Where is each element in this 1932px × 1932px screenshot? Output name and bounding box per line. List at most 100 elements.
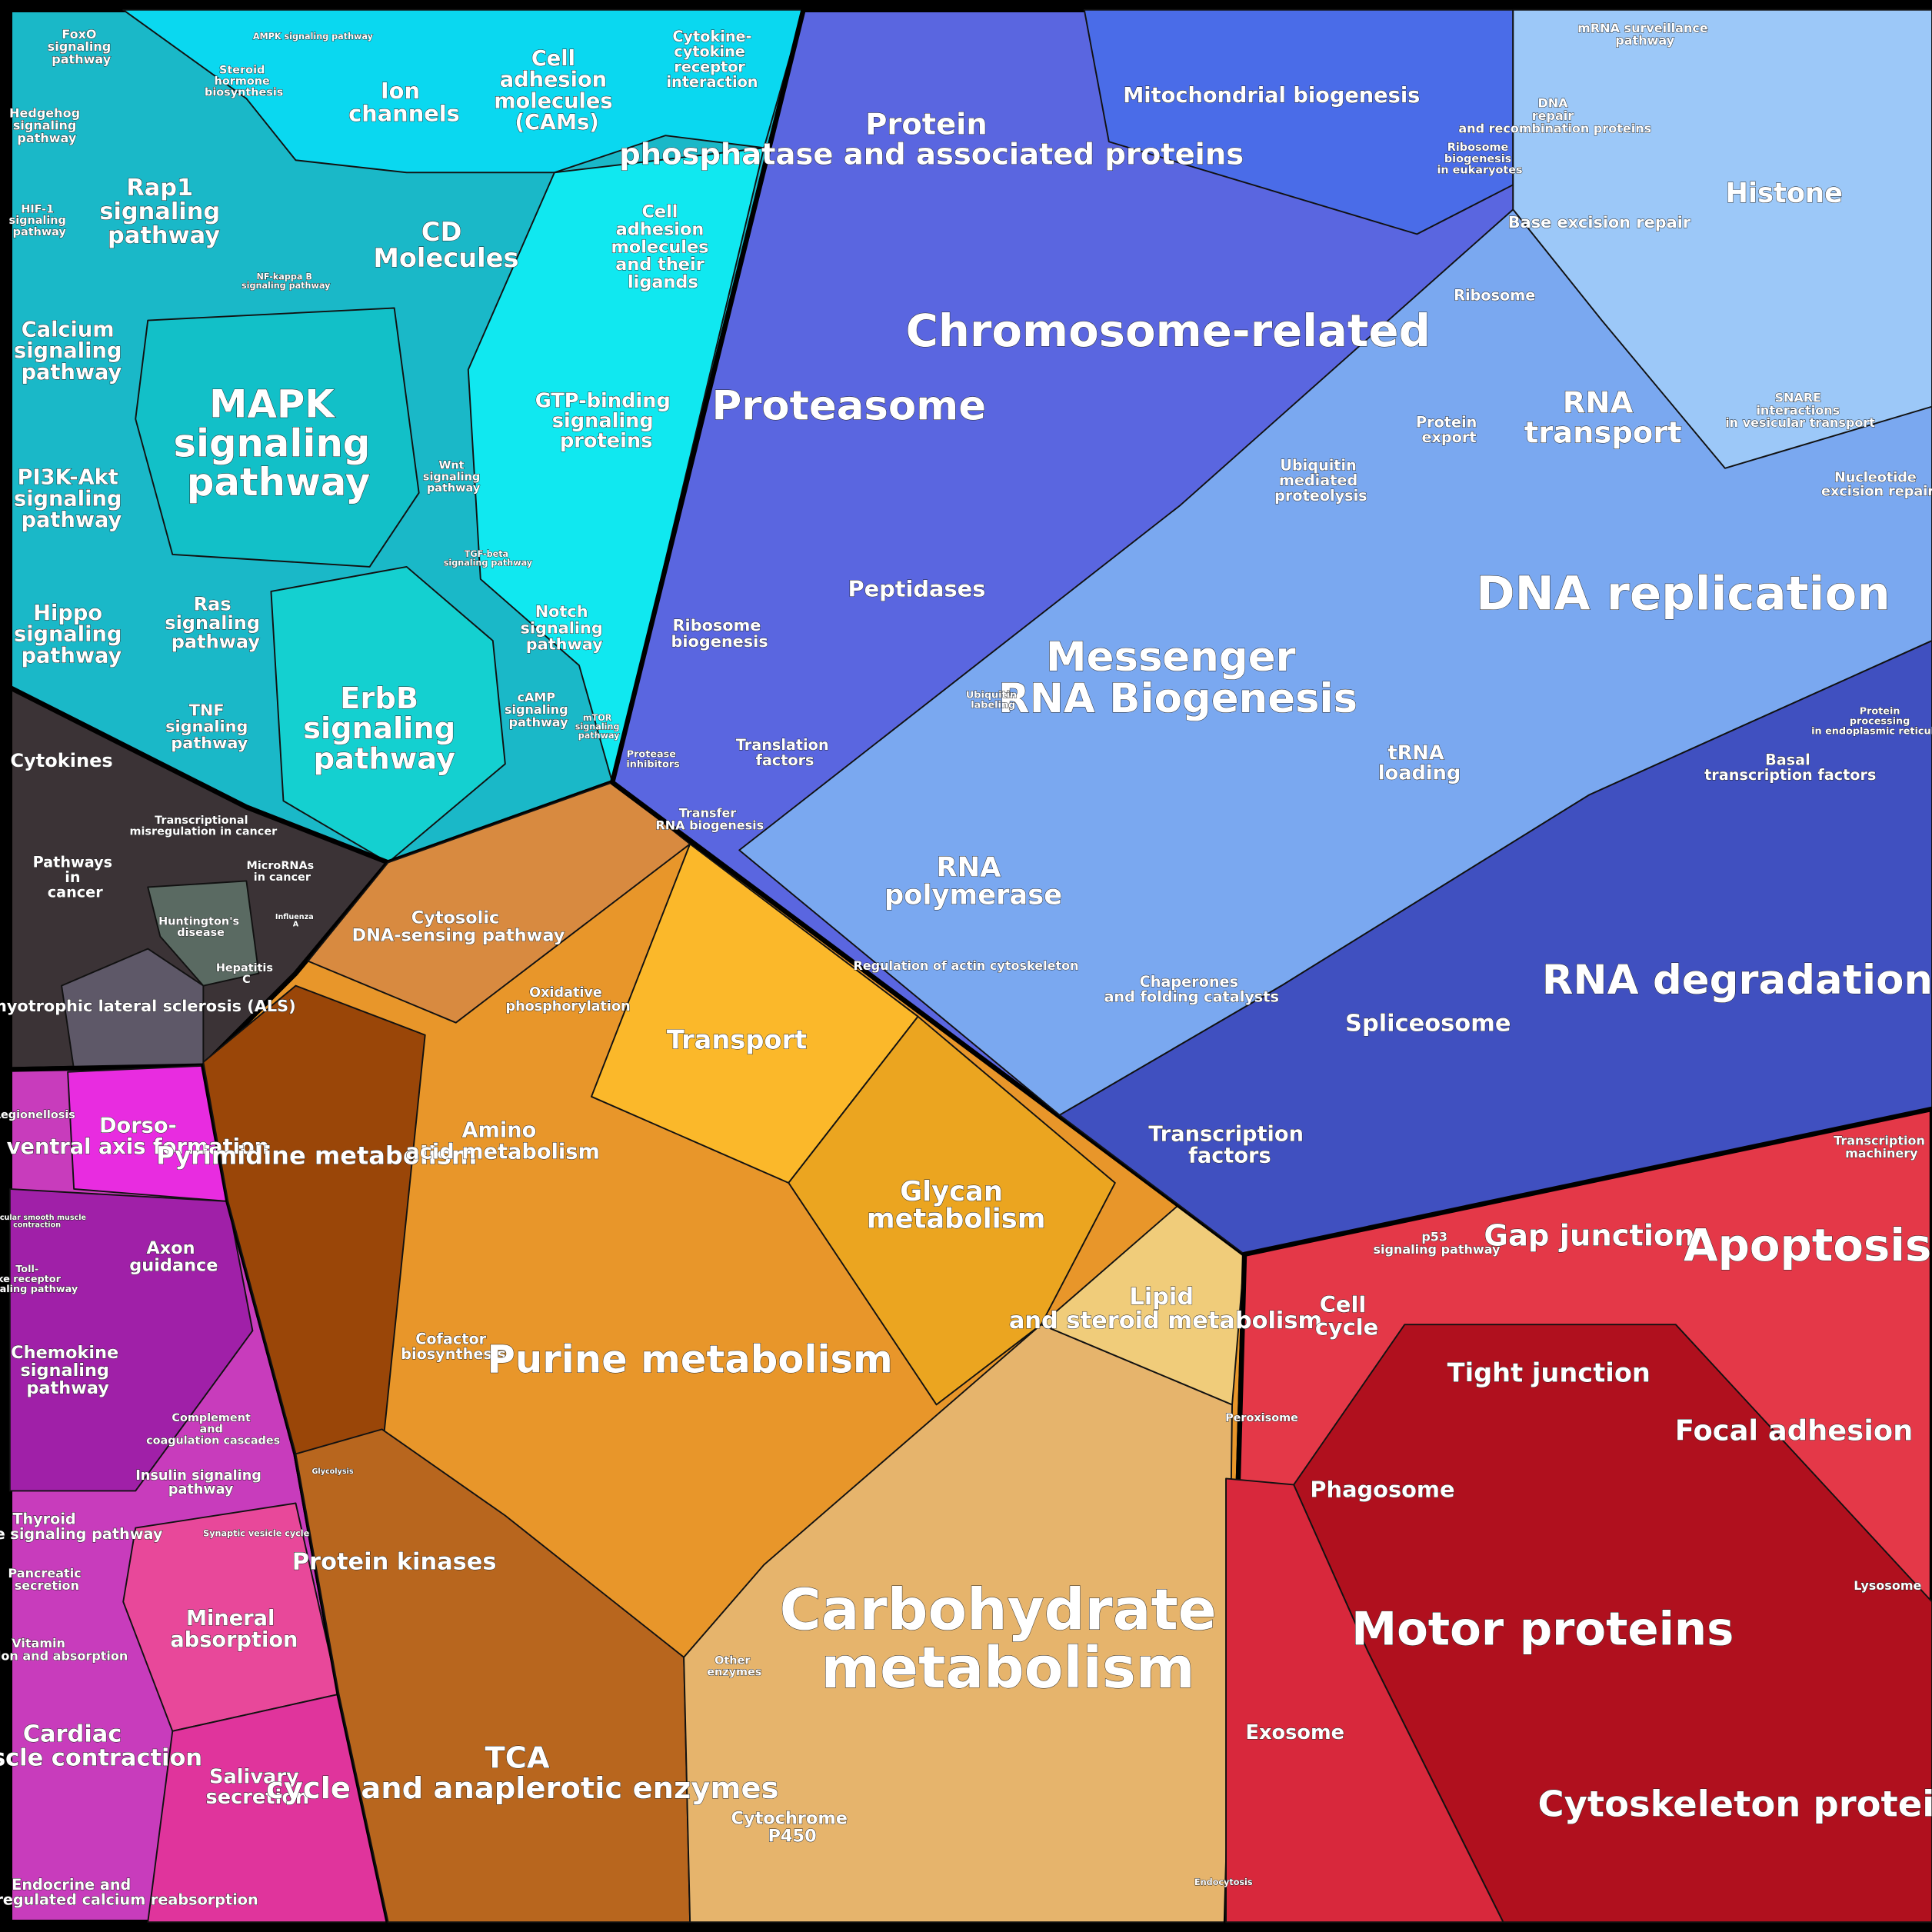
label-line: machinery (1845, 1145, 1918, 1160)
label-line: NF-kappa B (257, 271, 315, 281)
region-label: MicroRNAs in cancer (247, 860, 318, 884)
label-line: molecules (494, 89, 620, 113)
region-label: Peroxisome (1225, 1412, 1298, 1424)
label-line: RNA biogenesis (655, 818, 764, 832)
label-line: signaling (575, 721, 623, 731)
region-label: Lipid and steroid metabolism (1009, 1283, 1322, 1334)
region-label: DNA replication (1476, 566, 1890, 621)
region-label: Cytoskeleton proteins (1538, 1783, 1932, 1824)
region-label: AMPK signaling pathway (253, 32, 374, 42)
label-line: metabolism (867, 1204, 1046, 1235)
region-label: Motor proteins (1351, 1603, 1734, 1656)
label-line: pathway (108, 222, 220, 249)
region-label: cAMP signaling pathway (505, 689, 572, 729)
region-label: FoxO signaling pathway (48, 26, 115, 66)
label-line: signaling (165, 718, 254, 736)
region-label: RNA polymerase (884, 851, 1062, 911)
label-line: secretion (205, 1786, 309, 1809)
label-line: interactions (1756, 402, 1844, 417)
label-line: phosphatase and associated proteins (619, 137, 1244, 172)
region-label: Transport (667, 1024, 807, 1054)
region-label: Histone (1725, 178, 1843, 209)
label-line: Chromosome-related (906, 305, 1431, 357)
region-label: Hepatitis C (216, 962, 277, 986)
label-line: Ribosome (673, 616, 767, 635)
region-label: p53 signaling pathway (1373, 1229, 1501, 1256)
label-line: and steroid metabolism (1009, 1307, 1322, 1334)
label-line: Cardiac (23, 1720, 130, 1747)
label-line: Protease (627, 748, 680, 760)
region-label: TNF signaling pathway (165, 701, 254, 751)
label-line: Salivary (209, 1766, 306, 1789)
label-line: transport (1524, 415, 1682, 450)
label-line: biosynthesis (205, 87, 283, 99)
region-label: Protein export (1416, 413, 1482, 446)
region-label: Influenza A (275, 913, 316, 929)
label-line: Calcium (22, 318, 122, 341)
label-line: Transcription (1148, 1122, 1311, 1146)
label-line: Hedgehog (9, 105, 85, 120)
label-line: cycle (1315, 1314, 1378, 1341)
region-label: Other enzymes (707, 1655, 761, 1679)
label-line: biosynthesis (401, 1345, 506, 1363)
label-line: Chaperones (1140, 972, 1244, 990)
label-line: Ubiquitin (966, 689, 1021, 701)
label-line: pathway (172, 631, 261, 653)
label-line: Toll- (15, 1264, 38, 1275)
label-line: Insulin signaling (135, 1468, 266, 1484)
region-label: Ras signaling pathway (165, 594, 266, 653)
label-line: Transport (667, 1024, 807, 1054)
label-line: SNARE (1774, 390, 1825, 405)
label-line: DNA (1537, 95, 1572, 110)
label-line: CD (421, 216, 471, 246)
subregion (147, 880, 260, 987)
subregion (61, 948, 205, 1071)
label-line: Vascular smooth muscle (0, 1214, 88, 1222)
region-label: mTOR signaling pathway (575, 713, 623, 741)
label-line: like receptor (0, 1274, 64, 1285)
label-line: signaling (48, 39, 115, 54)
region-label: GTP-binding signaling proteins (535, 389, 678, 452)
label-line: Influenza (275, 913, 316, 921)
region-label: Ubiquitin mediated proteolysis (1274, 456, 1367, 504)
region-label: Carbohydrate metabolism (780, 1578, 1237, 1701)
region-label: Hedgehog signaling pathway (9, 105, 85, 145)
region-label: mRNA surveillance pathway (1577, 20, 1712, 47)
label-line: Wnt (439, 460, 468, 472)
label-line: Glycolysis (312, 1467, 354, 1476)
region-label: Rap1 signaling pathway (99, 175, 228, 249)
label-line: Other (715, 1655, 754, 1667)
label-line: Cofactor (415, 1330, 491, 1347)
label-line: RNA Biogenesis (998, 675, 1357, 722)
label-line: Cell (641, 202, 684, 222)
label-line: pathway (578, 731, 620, 741)
region-label: Protein phosphatase and associated prote… (619, 107, 1244, 172)
region-label: Calcium signaling pathway (14, 318, 129, 385)
region-label: Transcription factors (1148, 1122, 1311, 1168)
region-label: Notch signaling pathway (520, 602, 608, 653)
label-line: pathway (187, 459, 370, 504)
region-label: Tight junction (1447, 1357, 1651, 1387)
label-line: signaling (165, 612, 266, 634)
label-line: ventral axis formation (7, 1135, 269, 1159)
label-line: Protein kinases (292, 1548, 497, 1575)
subregion (1512, 8, 1932, 469)
region-label: Purine metabolism (488, 1337, 893, 1381)
label-line: molecules (611, 237, 715, 257)
label-line: labeling (971, 699, 1015, 711)
label-line: and recombination proteins (1458, 121, 1651, 135)
label-line: biogenesis (671, 632, 768, 651)
label-line: tRNA (1387, 741, 1451, 764)
label-line: Pancreatic (8, 1565, 85, 1580)
label-line: absorption (170, 1627, 298, 1651)
label-line: Cytochrome (731, 1808, 854, 1828)
label-line: Messenger (1046, 634, 1310, 681)
label-line: Cytokine- (672, 28, 751, 45)
label-line: Endocytosis (1194, 1877, 1253, 1887)
region-label: Pancreatic secretion (8, 1565, 85, 1592)
label-line: Protein (1416, 413, 1482, 431)
label-line: A (293, 921, 299, 929)
label-line: Amyotrophic lateral sclerosis (ALS) (0, 997, 296, 1015)
label-line: factors (1188, 1144, 1271, 1168)
label-line: inhibitors (626, 758, 680, 770)
